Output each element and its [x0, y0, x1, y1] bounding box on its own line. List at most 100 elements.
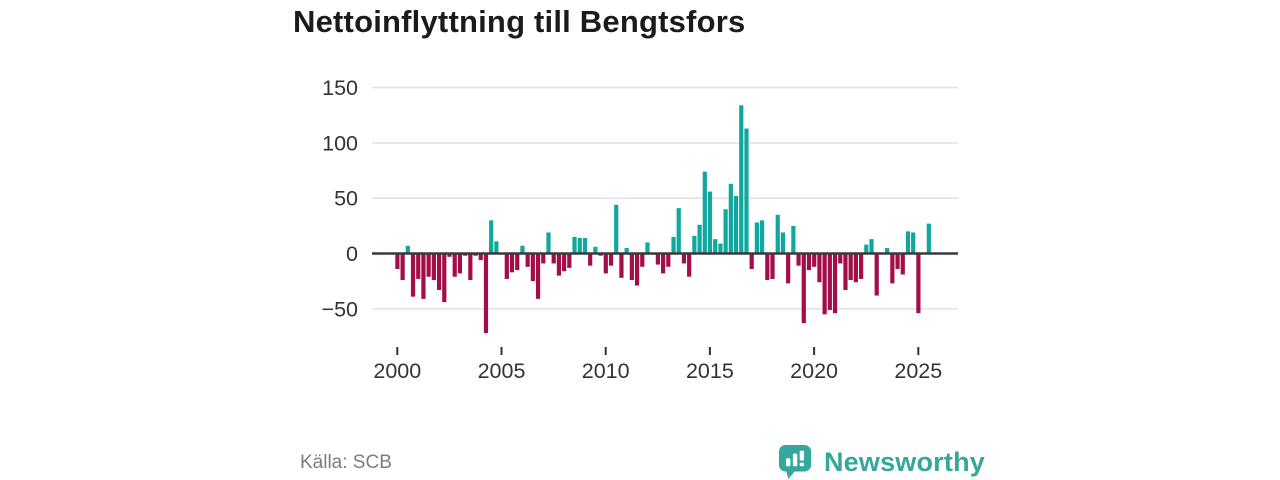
- bar: [723, 209, 728, 254]
- bar: [410, 253, 416, 297]
- bar: [749, 253, 754, 269]
- x-tick-label: 2020: [790, 359, 838, 383]
- y-tick-label: 0: [346, 242, 358, 266]
- x-tick-label: 2025: [894, 359, 942, 383]
- bar: [702, 171, 707, 254]
- bar: [926, 223, 931, 254]
- y-tick-label: 150: [322, 76, 358, 100]
- bar: [869, 239, 874, 254]
- bar: [504, 253, 509, 279]
- bar: [760, 220, 765, 254]
- bar: [858, 253, 864, 279]
- bar: [530, 253, 535, 282]
- bar: [520, 245, 525, 254]
- bar: [603, 253, 608, 274]
- bar: [556, 253, 562, 276]
- bar: [838, 253, 843, 264]
- bar: [713, 239, 718, 254]
- bar: [661, 253, 666, 274]
- bar: [733, 195, 739, 254]
- bar: [436, 253, 442, 290]
- bar: [608, 253, 614, 266]
- bar: [754, 222, 759, 254]
- net-migration-bar-chart: 150 100 50 0 −50 2000 2005 2010 2015 2020 2025: [322, 76, 958, 383]
- bar: [666, 253, 671, 267]
- bar: [483, 253, 489, 334]
- newsworthy-logo: Newsworthy: [777, 444, 985, 480]
- bar: [848, 253, 853, 281]
- bar: [697, 224, 702, 254]
- bar: [775, 214, 780, 254]
- bar: [765, 253, 770, 281]
- bar: [629, 253, 634, 281]
- bar: [400, 253, 405, 281]
- bar: [457, 253, 463, 274]
- bar: [707, 191, 713, 254]
- bar: [515, 253, 520, 271]
- bar: [562, 253, 567, 272]
- bar: [681, 253, 687, 264]
- bar: [739, 105, 744, 254]
- x-tick-label: 2000: [373, 359, 421, 383]
- bar: [655, 253, 660, 265]
- bar: [624, 247, 629, 254]
- bar: [645, 242, 650, 254]
- bar: [812, 253, 817, 267]
- bar: [551, 253, 556, 264]
- bar: [572, 236, 577, 254]
- bar: [640, 253, 645, 267]
- bar: [452, 253, 457, 277]
- y-tick-label: 50: [334, 187, 358, 211]
- bar: [509, 253, 515, 273]
- bar: [786, 253, 791, 284]
- bar: [426, 253, 431, 277]
- bar: [416, 253, 421, 279]
- bar: [780, 232, 786, 254]
- bar: [890, 253, 895, 284]
- bar: [827, 253, 832, 310]
- bar: [885, 247, 890, 254]
- bar: [489, 220, 494, 254]
- bar: [853, 253, 858, 283]
- bar: [796, 253, 801, 266]
- bar: [911, 232, 916, 254]
- bar: [442, 253, 447, 303]
- bar: [577, 238, 582, 254]
- bar: [478, 253, 483, 261]
- bar: [874, 253, 879, 296]
- bar: [634, 253, 640, 286]
- bar: [582, 238, 588, 254]
- bar: [900, 253, 905, 275]
- chart-title: Nettoinflyttning till Bengtsfors: [293, 4, 746, 39]
- bar: [468, 253, 473, 281]
- bar: [895, 253, 900, 269]
- bar: [770, 253, 775, 279]
- x-tick-label: 2005: [478, 359, 526, 383]
- bar: [619, 253, 624, 278]
- bar: [614, 204, 619, 254]
- bar: [671, 236, 676, 254]
- bar: [718, 243, 723, 254]
- bar: [525, 253, 530, 267]
- bar: [541, 253, 546, 264]
- x-tick-label: 2010: [582, 359, 630, 383]
- bar: [494, 241, 499, 254]
- bar: [744, 128, 749, 254]
- bar: [728, 183, 733, 254]
- bar: [864, 244, 869, 254]
- bar: [687, 253, 692, 277]
- bar: [588, 253, 593, 266]
- bar: [395, 253, 400, 269]
- bar: [801, 253, 806, 324]
- bar: [916, 253, 921, 314]
- bar: [567, 253, 572, 268]
- bar: [421, 253, 426, 299]
- bar: [905, 231, 911, 254]
- bar: [546, 232, 551, 254]
- bar: [791, 225, 796, 254]
- bar: [832, 253, 838, 314]
- bar: [676, 208, 681, 254]
- bar: [535, 253, 541, 299]
- newsworthy-speech-bubble-bar-chart-icon: [778, 444, 812, 480]
